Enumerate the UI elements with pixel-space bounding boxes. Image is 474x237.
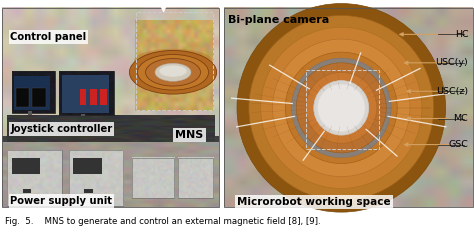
Bar (12, 158, 40, 174)
Bar (100, 89, 107, 105)
Ellipse shape (318, 84, 365, 132)
Text: Joystick controller: Joystick controller (10, 124, 113, 134)
Text: Microrobot working space: Microrobot working space (237, 197, 391, 207)
Bar (7, 150, 62, 206)
Bar (224, 8, 473, 207)
Ellipse shape (261, 27, 422, 188)
Text: Fig.  5.    MNS to generate and control an external magnetic field [8], [9].: Fig. 5. MNS to generate and control an e… (5, 217, 320, 226)
Bar (2, 8, 219, 207)
Ellipse shape (292, 58, 391, 158)
Bar (306, 70, 379, 149)
Bar (2, 136, 219, 142)
Bar (132, 158, 174, 198)
Bar (14, 76, 50, 110)
Bar (178, 158, 213, 198)
Ellipse shape (159, 65, 187, 77)
Bar (16, 88, 29, 107)
Bar (62, 75, 109, 113)
Bar (32, 88, 46, 107)
Ellipse shape (285, 52, 397, 164)
Bar (59, 71, 114, 115)
Text: Bi-plane camera: Bi-plane camera (228, 15, 330, 25)
Bar (90, 89, 97, 105)
Text: HC: HC (455, 30, 468, 39)
Bar (12, 71, 55, 113)
Text: USC(z): USC(z) (436, 87, 468, 96)
Text: USC(y): USC(y) (436, 58, 468, 67)
Bar (80, 89, 86, 105)
Bar (69, 150, 123, 206)
Text: MC: MC (454, 114, 468, 123)
Bar (73, 158, 102, 174)
Ellipse shape (273, 39, 410, 177)
Text: Control panel: Control panel (10, 32, 87, 42)
Circle shape (146, 59, 201, 86)
Bar (136, 12, 213, 110)
Ellipse shape (249, 15, 434, 200)
Text: Power supply unit: Power supply unit (10, 196, 112, 206)
Ellipse shape (237, 4, 446, 212)
Bar (84, 189, 93, 193)
Circle shape (137, 55, 209, 90)
Bar (23, 189, 31, 193)
Circle shape (129, 50, 217, 94)
Text: GSC: GSC (448, 140, 468, 149)
Circle shape (155, 63, 191, 81)
Text: MNS: MNS (175, 130, 204, 140)
Ellipse shape (314, 81, 369, 135)
Ellipse shape (306, 72, 377, 143)
Bar (81, 114, 85, 116)
Ellipse shape (296, 63, 386, 153)
Bar (28, 111, 32, 115)
